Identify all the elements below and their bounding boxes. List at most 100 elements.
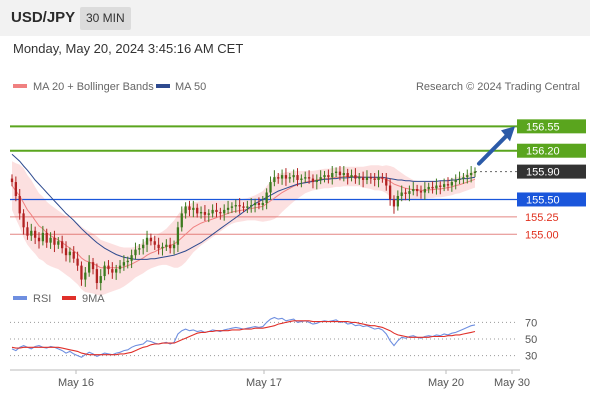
candle-body xyxy=(385,178,388,186)
candle-body xyxy=(122,262,126,266)
candle-body xyxy=(358,177,361,179)
candle-body xyxy=(331,173,334,178)
candle-body xyxy=(261,202,264,206)
rsi-pane: 30 50 70 xyxy=(10,316,537,363)
candle-body xyxy=(68,251,72,256)
rsi-legend-swatch xyxy=(13,296,27,300)
candle-body xyxy=(22,213,25,228)
candle-body xyxy=(10,178,14,183)
candle-body xyxy=(230,206,234,208)
candle-body xyxy=(207,213,210,215)
ma50-legend-label: MA 50 xyxy=(175,81,206,93)
candle-body xyxy=(350,175,353,178)
candle-body xyxy=(466,175,469,178)
candle-body xyxy=(396,195,399,207)
candle-body xyxy=(18,195,21,214)
candle-body xyxy=(404,192,407,194)
resistance-label: 156.20 xyxy=(526,146,560,158)
candle-body xyxy=(145,237,149,245)
candle-body xyxy=(315,179,318,183)
rsi-tick-label: 30 xyxy=(525,351,537,363)
x-axis: May 16 May 17 May 20 May 30 xyxy=(58,370,530,389)
candle-body xyxy=(118,265,122,270)
candle-body xyxy=(61,241,64,249)
resistance-label-box xyxy=(517,143,586,158)
ma20-legend-label: MA 20 + Bollinger Bands xyxy=(33,81,154,93)
forecast-arrow-head xyxy=(501,126,515,142)
resistance-label: 156.55 xyxy=(526,121,560,133)
candle-body xyxy=(138,248,141,250)
candle-body xyxy=(450,182,453,186)
candle-body xyxy=(211,209,214,214)
candle-body xyxy=(269,182,272,193)
candle-body xyxy=(76,258,79,266)
rsi-ma-legend-swatch xyxy=(62,296,76,300)
pivot-label: 155.50 xyxy=(526,194,560,206)
candle-body xyxy=(365,177,369,180)
x-tick-label: May 17 xyxy=(246,377,282,389)
candle-body xyxy=(311,178,315,183)
candle-body xyxy=(346,173,349,178)
candle-body xyxy=(361,177,365,180)
candle-body xyxy=(184,206,187,214)
candle-body xyxy=(338,171,342,176)
candle-body xyxy=(342,173,345,176)
candle-body xyxy=(57,241,60,245)
candle-body xyxy=(408,191,411,194)
candle-body xyxy=(304,177,307,179)
pivot-label-box xyxy=(517,192,586,207)
candle-body xyxy=(103,265,106,277)
candle-body xyxy=(323,175,326,178)
candle-body xyxy=(250,205,253,207)
rsi-ma-line xyxy=(11,320,476,356)
candle-body xyxy=(142,244,145,249)
candle-body xyxy=(300,178,303,180)
candle-body xyxy=(280,175,284,179)
candle-body xyxy=(199,212,203,214)
candle-body xyxy=(80,265,83,280)
candle-body xyxy=(91,262,95,270)
candle-body xyxy=(419,191,423,193)
candle-body xyxy=(234,205,237,207)
header-bar: USD/JPY 30 MIN xyxy=(0,0,590,36)
candle-body xyxy=(14,182,18,196)
candle-body xyxy=(134,249,137,256)
resistance-label-box xyxy=(517,119,586,134)
candle-body xyxy=(381,177,384,179)
timeframe-button[interactable]: 30 MIN xyxy=(80,7,131,30)
candle-body xyxy=(446,184,450,186)
copyright-text: Research © 2024 Trading Central xyxy=(416,81,580,93)
candle-body xyxy=(462,177,465,179)
price-pane: 156.55 156.20 155.90 155.50 155.25 155.00 xyxy=(10,119,586,296)
x-tick-label: May 16 xyxy=(58,377,94,389)
candle-body xyxy=(149,237,153,242)
currency-pair-title: USD/JPY xyxy=(11,9,76,26)
candle-body xyxy=(88,262,91,273)
candle-body xyxy=(427,186,430,190)
candle-body xyxy=(442,184,446,187)
candle-body xyxy=(188,206,191,210)
candle-body xyxy=(130,255,133,261)
candle-body xyxy=(373,178,376,180)
candle-body xyxy=(319,177,322,180)
candle-body xyxy=(292,175,295,178)
candle-body xyxy=(99,276,102,284)
candle-body xyxy=(169,244,172,249)
candle-body xyxy=(26,227,29,236)
candle-body xyxy=(226,207,230,210)
candle-body xyxy=(41,232,45,242)
candle-body xyxy=(431,186,434,189)
candle-body xyxy=(412,189,415,192)
candle-body xyxy=(153,241,156,245)
candle-body xyxy=(34,230,37,238)
candle-body xyxy=(377,177,380,180)
ma20-legend-swatch xyxy=(13,84,27,88)
candle-body xyxy=(45,232,48,243)
candle-body xyxy=(296,175,299,180)
candle-body xyxy=(439,185,442,187)
candle-body xyxy=(327,175,330,178)
candle-body xyxy=(435,185,438,189)
ma50-legend-swatch xyxy=(156,84,170,88)
rsi-legend-label: RSI xyxy=(33,293,51,305)
